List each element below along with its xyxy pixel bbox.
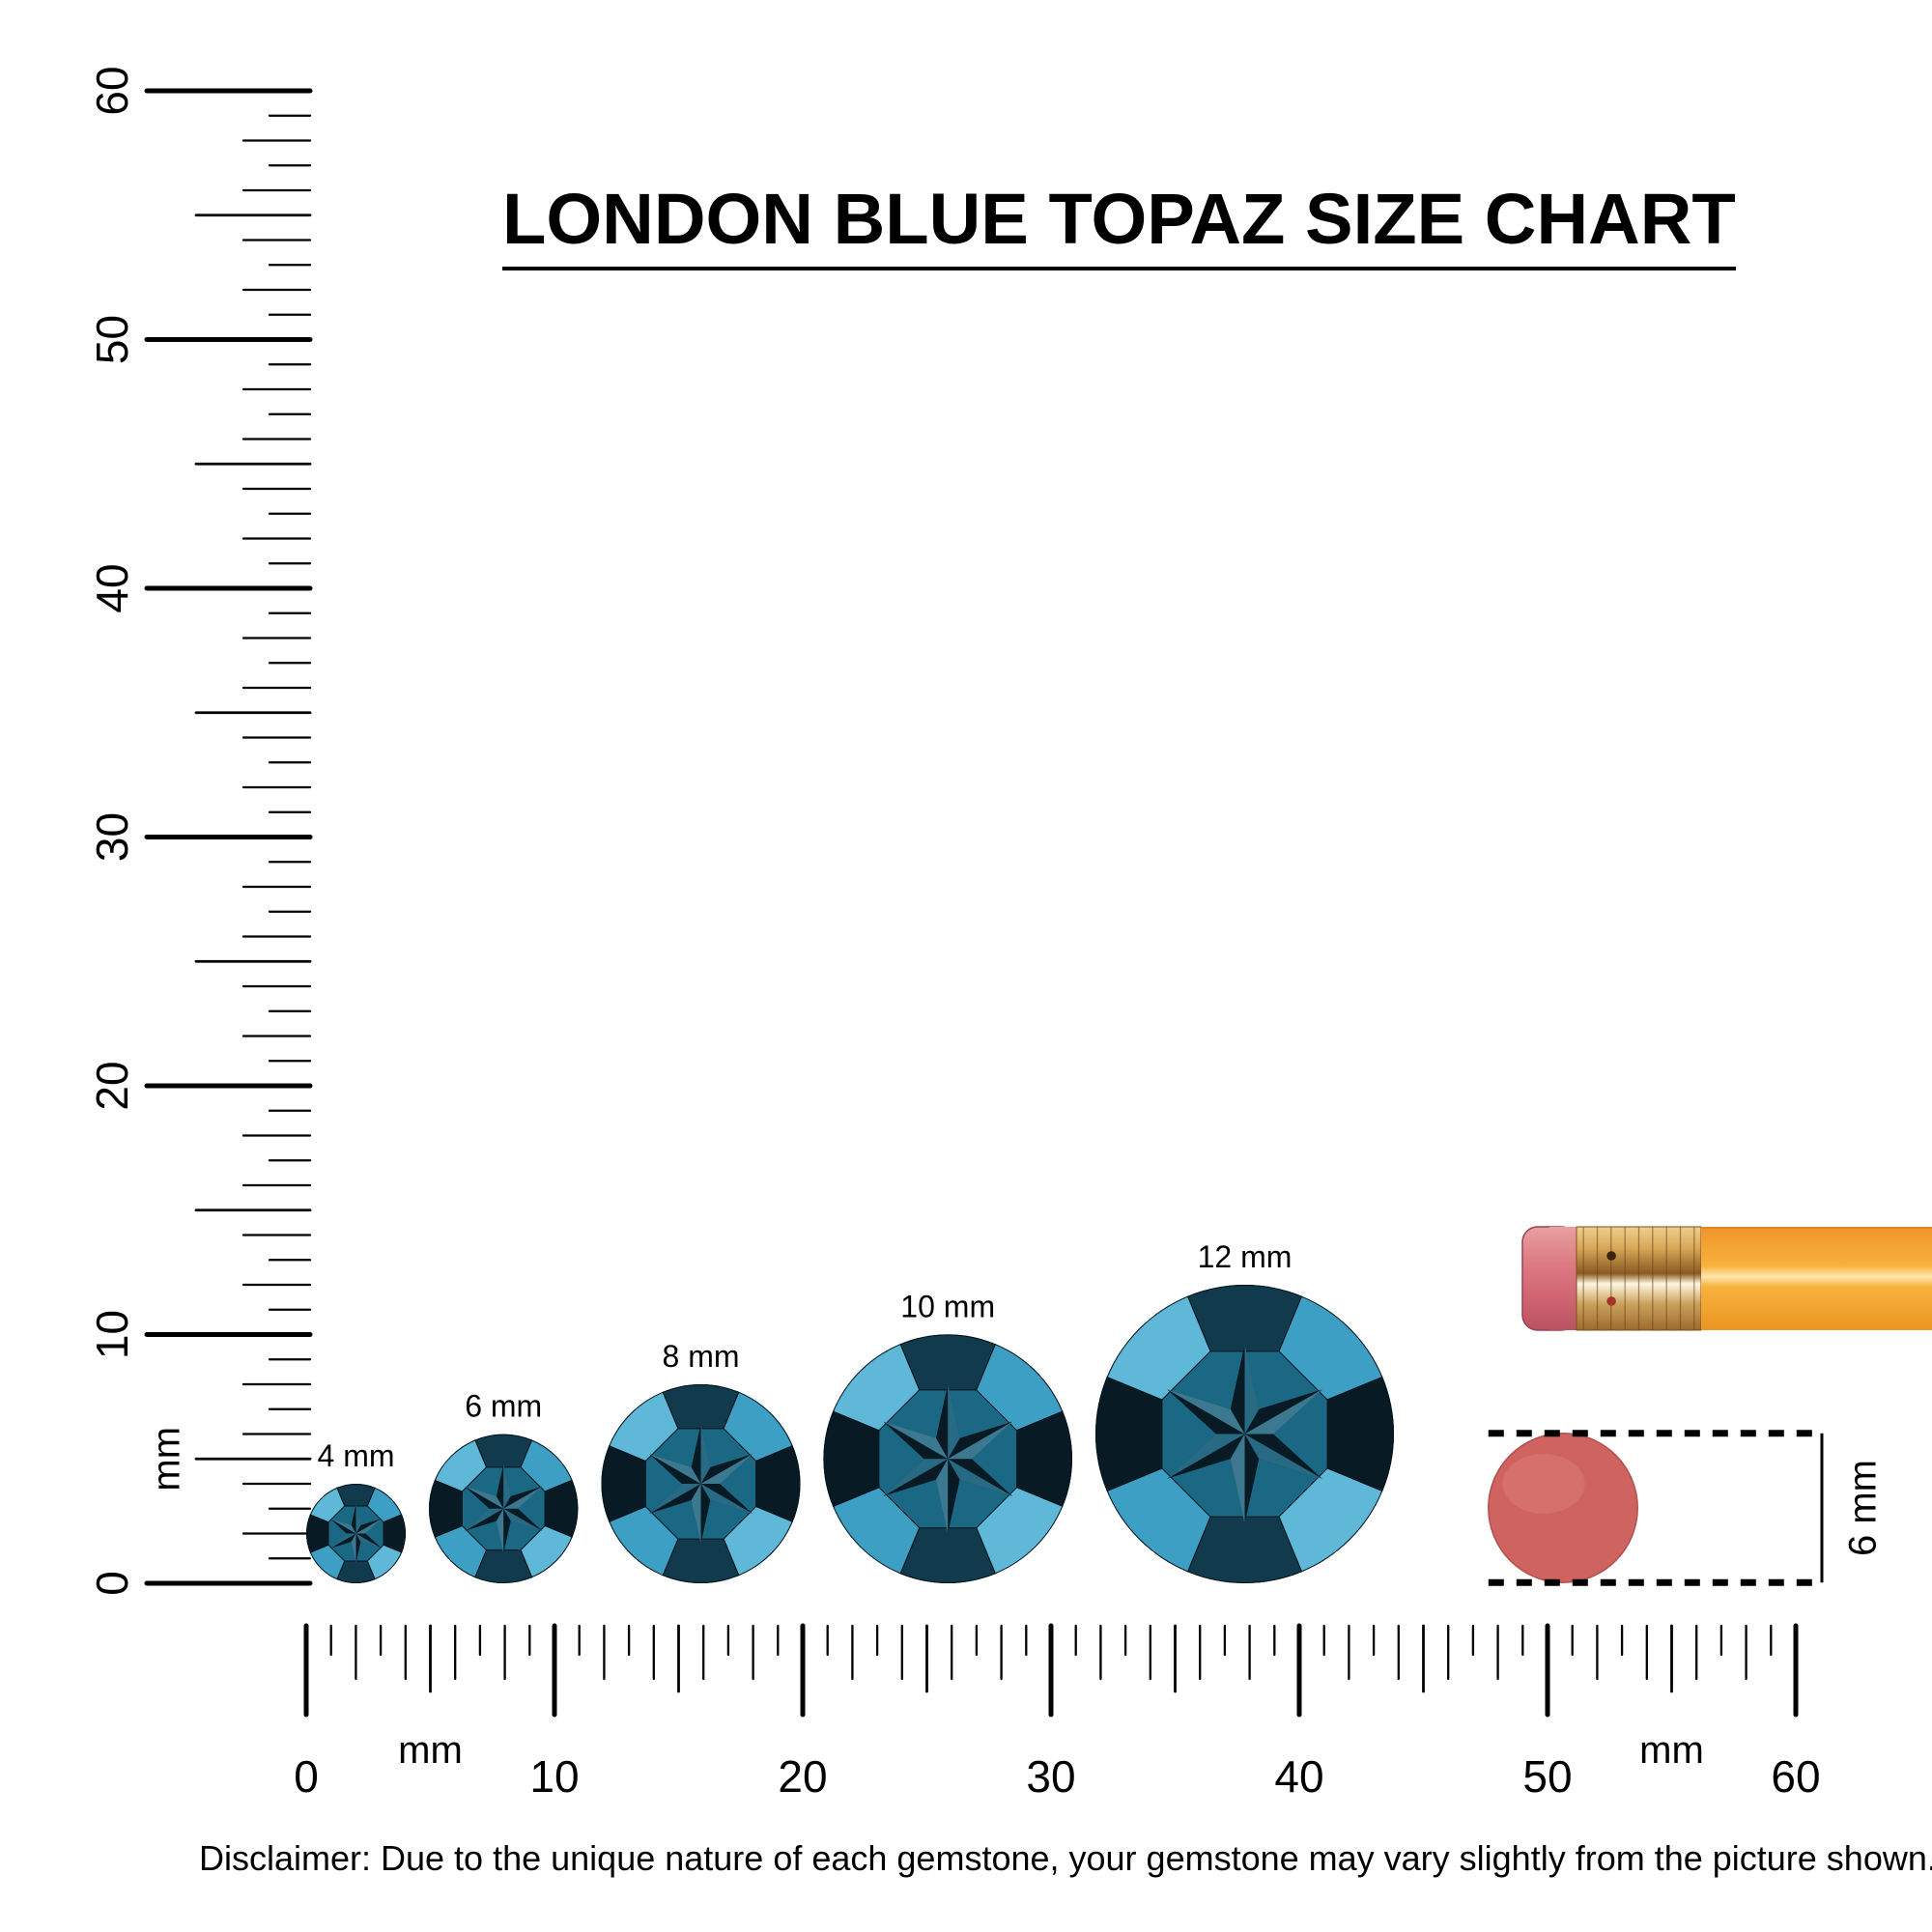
svg-text:LONDON BLUE TOPAZ SIZE CHART: LONDON BLUE TOPAZ SIZE CHART [502,179,1736,259]
svg-text:mm: mm [398,1729,463,1772]
svg-text:60: 60 [87,66,137,115]
svg-text:8 mm: 8 mm [663,1339,740,1374]
svg-text:12 mm: 12 mm [1198,1239,1293,1274]
svg-text:0: 0 [87,1571,137,1596]
svg-text:10: 10 [87,1310,137,1359]
svg-text:60: 60 [1771,1751,1820,1802]
svg-text:30: 30 [1026,1751,1075,1802]
svg-text:Disclaimer: Due to the unique: Disclaimer: Due to the unique nature of … [199,1838,1932,1878]
svg-text:10 mm: 10 mm [900,1290,995,1324]
svg-text:40: 40 [1274,1751,1323,1802]
svg-text:0: 0 [294,1751,319,1802]
svg-text:50: 50 [1522,1751,1572,1802]
svg-text:6 mm: 6 mm [465,1389,542,1424]
svg-text:4 mm: 4 mm [318,1438,395,1473]
svg-text:10: 10 [529,1751,579,1802]
svg-text:40: 40 [87,563,137,612]
svg-text:30: 30 [87,812,137,862]
svg-text:20: 20 [87,1061,137,1110]
svg-text:50: 50 [87,315,137,364]
svg-text:20: 20 [778,1751,827,1802]
svg-text:6 mm: 6 mm [1842,1460,1885,1556]
svg-text:mm: mm [1639,1729,1704,1772]
svg-text:mm: mm [146,1427,188,1492]
